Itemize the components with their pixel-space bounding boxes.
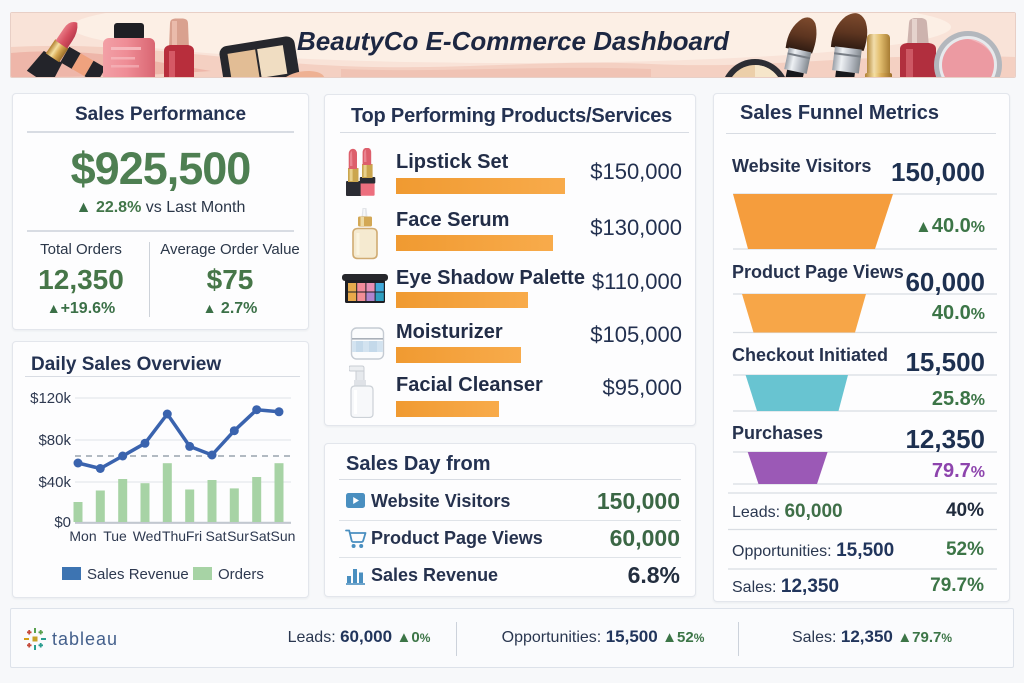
svg-text:Sat: Sat <box>249 528 270 544</box>
svg-text:Mon: Mon <box>69 528 96 544</box>
svg-text:Wed: Wed <box>133 528 162 544</box>
svg-text:Fri: Fri <box>186 528 202 544</box>
svg-text:Tue: Tue <box>103 528 127 544</box>
svg-text:Sur: Sur <box>227 528 249 544</box>
svg-text:$120k: $120k <box>30 390 71 407</box>
svg-text:$0: $0 <box>54 514 71 531</box>
svg-text:Sales Revenue: Sales Revenue <box>87 566 189 583</box>
svg-text:Sun: Sun <box>271 528 296 544</box>
svg-text:Sat: Sat <box>205 528 226 544</box>
svg-text:Thu: Thu <box>162 528 186 544</box>
svg-text:$80k: $80k <box>38 432 71 449</box>
svg-text:Orders: Orders <box>218 566 264 583</box>
svg-text:$40k: $40k <box>38 474 71 491</box>
